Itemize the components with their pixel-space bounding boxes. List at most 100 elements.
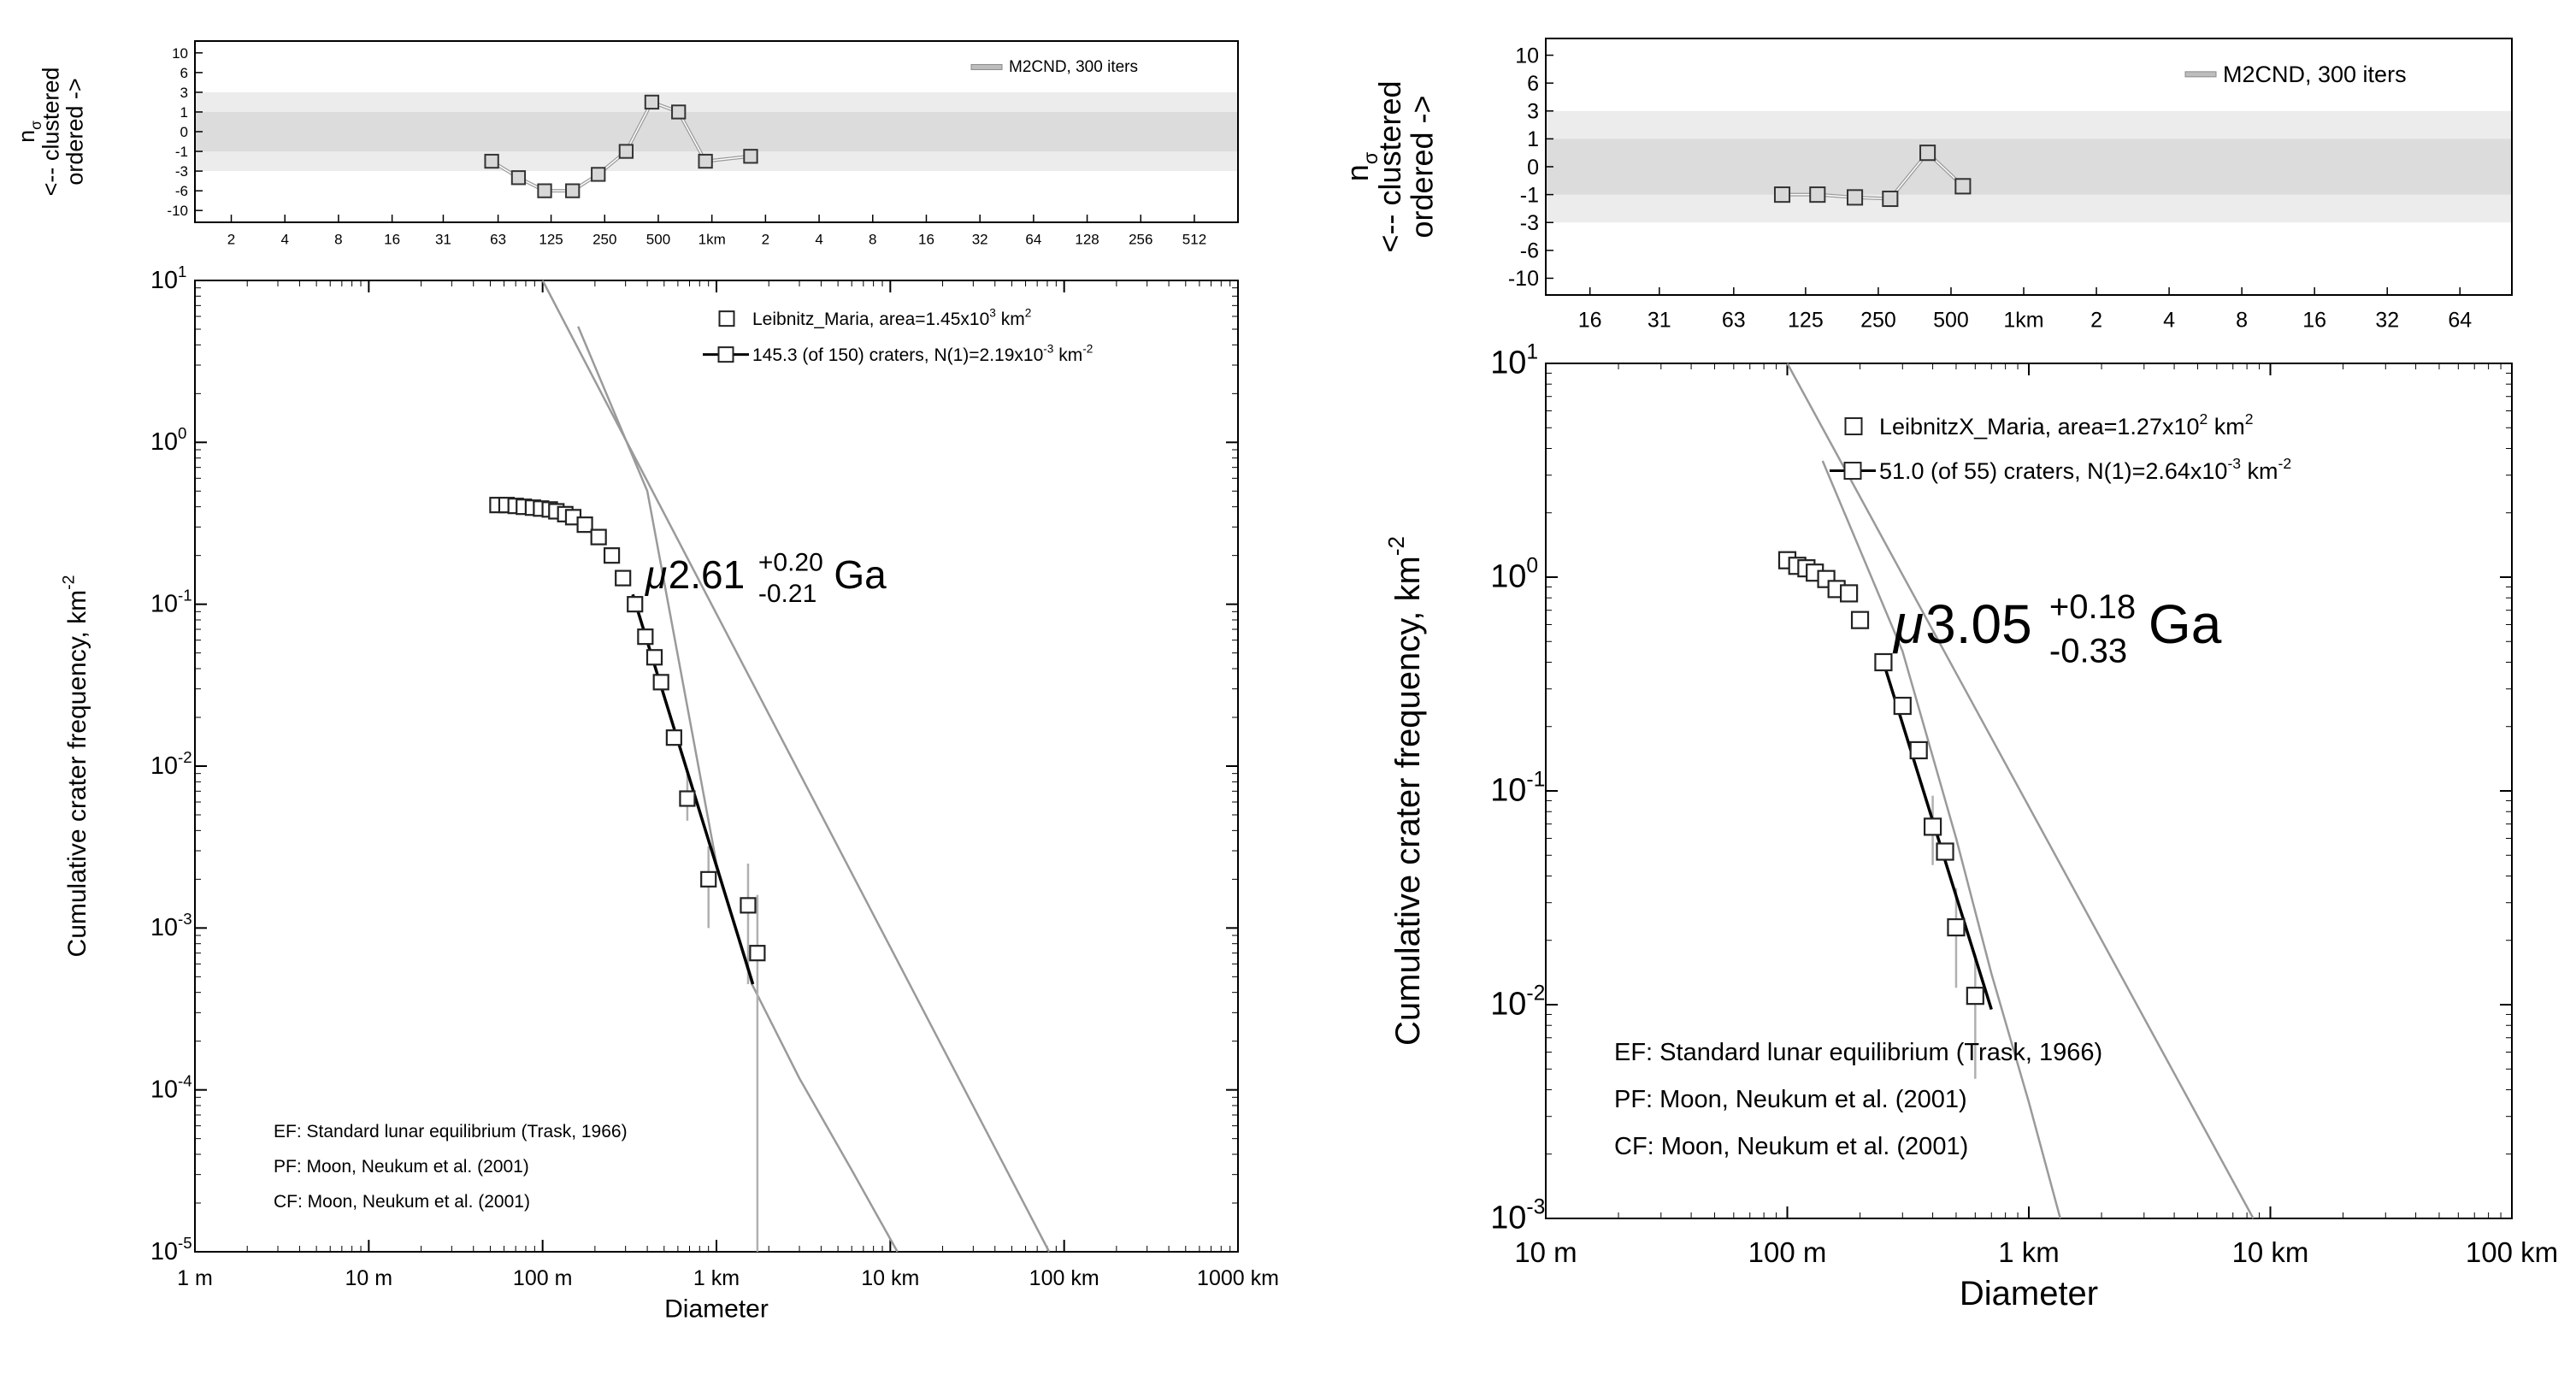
legend-marker-label: LeibnitzX_Maria, area=1.27x102 km2 bbox=[1879, 410, 2254, 439]
y-tick-label-base: 10 bbox=[150, 267, 178, 294]
r-y-label-n: nσ bbox=[1340, 151, 1382, 181]
r-x-tick-label: 250 bbox=[1860, 309, 1896, 333]
age-value: 2.61 bbox=[669, 552, 746, 597]
legend-fit-square bbox=[1843, 462, 1862, 481]
r-y-tick-label: 10 bbox=[172, 45, 188, 62]
legend-fit-label-base: 51.0 (of 55) craters, N(1)=2.64x10 bbox=[1879, 458, 2227, 484]
age-minus: -0.33 bbox=[2049, 632, 2127, 669]
y-tick-label-exp: -1 bbox=[178, 586, 192, 604]
r-y-tick-label: 10 bbox=[1515, 44, 1539, 68]
legend-marker-label-exp: 3 bbox=[989, 307, 996, 320]
r-data-point bbox=[1882, 190, 1899, 208]
equilibrium-line bbox=[1786, 363, 2255, 1219]
data-point bbox=[645, 649, 663, 666]
y-tick-label: 101 bbox=[150, 262, 186, 294]
y-tick-label-exp: -3 bbox=[1526, 1195, 1545, 1218]
legend-marker-label-exp: 2 bbox=[2200, 410, 2208, 428]
r-x-tick-label: 32 bbox=[972, 232, 988, 248]
y-tick-label-base: 10 bbox=[150, 914, 178, 941]
y-tick-label-base: 10 bbox=[150, 590, 178, 617]
r-x-tick-label: 1km bbox=[2003, 309, 2043, 333]
r-x-tick-label: 31 bbox=[1648, 309, 1671, 333]
r-x-tick-label: 8 bbox=[334, 232, 342, 248]
y-tick-label-base: 10 bbox=[150, 1238, 178, 1265]
y-tick-label-exp: -2 bbox=[178, 748, 192, 766]
y-tick-label-exp: -3 bbox=[178, 910, 192, 928]
legend-marker-square bbox=[1844, 417, 1863, 436]
r-legend-label: M2CND, 300 iters bbox=[2223, 62, 2407, 87]
r-data-point bbox=[644, 94, 660, 110]
legend-fit-label-unit: km bbox=[2241, 458, 2278, 484]
age-value: 3.05 bbox=[1925, 593, 2032, 655]
r-data-point bbox=[565, 183, 581, 198]
model-age: μ 3.05 +0.18 -0.33 Ga bbox=[1892, 588, 2222, 669]
x-tick-label: 10 km bbox=[861, 1266, 919, 1290]
r-y-tick-label: -1 bbox=[1520, 183, 1539, 207]
r-y-label-sigma: σ bbox=[27, 121, 44, 130]
data-point bbox=[749, 945, 766, 962]
r-x-tick-label: 63 bbox=[490, 232, 506, 248]
y-axis-label: Cumulative crater frequency, km-2 bbox=[60, 575, 92, 958]
legend-fit-label-unit: km bbox=[1053, 345, 1082, 365]
x-tick-label: 10 m bbox=[1514, 1236, 1577, 1268]
legend-fit-label-exp: -3 bbox=[1043, 343, 1053, 356]
r-x-tick-label: 64 bbox=[2448, 309, 2472, 333]
age-unit: Ga bbox=[834, 552, 887, 597]
r-data-point bbox=[537, 183, 552, 198]
x-tick-label: 1 km bbox=[1998, 1236, 2060, 1268]
r-series-line-inner bbox=[491, 101, 752, 192]
r-data-point bbox=[1773, 186, 1791, 203]
r-data-point bbox=[1847, 189, 1864, 206]
chronology-note: PF: Moon, Neukum et al. (2001) bbox=[1614, 1086, 1967, 1113]
age-plus: +0.20 bbox=[758, 548, 823, 576]
y-tick-label: 10-5 bbox=[150, 1234, 192, 1265]
data-point bbox=[1947, 917, 1966, 937]
r-x-tick-label: 16 bbox=[1578, 309, 1602, 333]
r-data-point bbox=[510, 170, 527, 186]
r-legend-label: M2CND, 300 iters bbox=[1009, 58, 1138, 76]
age-prefix: μ bbox=[645, 552, 667, 597]
r-x-tick-label: 4 bbox=[2163, 309, 2175, 333]
plot-frame bbox=[194, 280, 1239, 1253]
y-tick-label: 100 bbox=[150, 424, 186, 456]
x-tick-label: 100 km bbox=[1029, 1266, 1099, 1290]
data-point bbox=[590, 528, 607, 546]
r-data-point bbox=[591, 167, 606, 182]
y-tick-label: 10-1 bbox=[1490, 768, 1545, 808]
r-x-tick-label: 63 bbox=[1722, 309, 1746, 333]
x-tick-label: 100 m bbox=[1748, 1236, 1827, 1268]
r-y-tick-label: 0 bbox=[180, 124, 188, 140]
age-unit: Ga bbox=[2149, 593, 2222, 655]
y-tick-label: 10-3 bbox=[150, 910, 192, 941]
legend-marker-label-unit: km bbox=[996, 310, 1025, 329]
legend-marker-label-base: LeibnitzX_Maria, area=1.27x10 bbox=[1879, 414, 2200, 439]
y-axis-label: Cumulative crater frequency, km-2 bbox=[1383, 536, 1427, 1046]
legend-fit-label-unit-exp: -2 bbox=[1082, 343, 1093, 356]
r-x-tick-label: 2 bbox=[2090, 309, 2102, 333]
y-tick-label-base: 10 bbox=[1490, 559, 1526, 595]
y-tick-label-exp: 0 bbox=[178, 424, 186, 442]
r-data-point bbox=[1809, 186, 1826, 203]
y-tick-label-exp: -2 bbox=[1526, 982, 1545, 1005]
y-tick-label-exp: 1 bbox=[1526, 340, 1538, 363]
data-point bbox=[637, 628, 654, 646]
data-point bbox=[665, 729, 682, 746]
y-axis-label-exp: -2 bbox=[1383, 536, 1409, 556]
data-point bbox=[1909, 740, 1928, 760]
band-1-sigma bbox=[195, 111, 1238, 152]
y-axis-label-exp: -2 bbox=[60, 575, 79, 590]
x-tick-label: 100 km bbox=[2466, 1236, 2558, 1268]
legend-marker-label-unit-exp: 2 bbox=[1025, 307, 1032, 320]
data-point bbox=[652, 674, 669, 691]
r-x-tick-label: 4 bbox=[815, 232, 822, 248]
r-data-point bbox=[1954, 178, 1972, 195]
data-point bbox=[1840, 584, 1859, 603]
y-tick-label-base: 10 bbox=[1490, 1200, 1526, 1236]
r-x-tick-label: 2 bbox=[227, 232, 235, 248]
data-point bbox=[1923, 817, 1942, 836]
data-point bbox=[679, 790, 696, 807]
legend-fit-label: 51.0 (of 55) craters, N(1)=2.64x10-3 km-… bbox=[1879, 455, 2291, 484]
y-tick-label-base: 10 bbox=[1490, 987, 1526, 1023]
r-data-point bbox=[698, 153, 713, 169]
